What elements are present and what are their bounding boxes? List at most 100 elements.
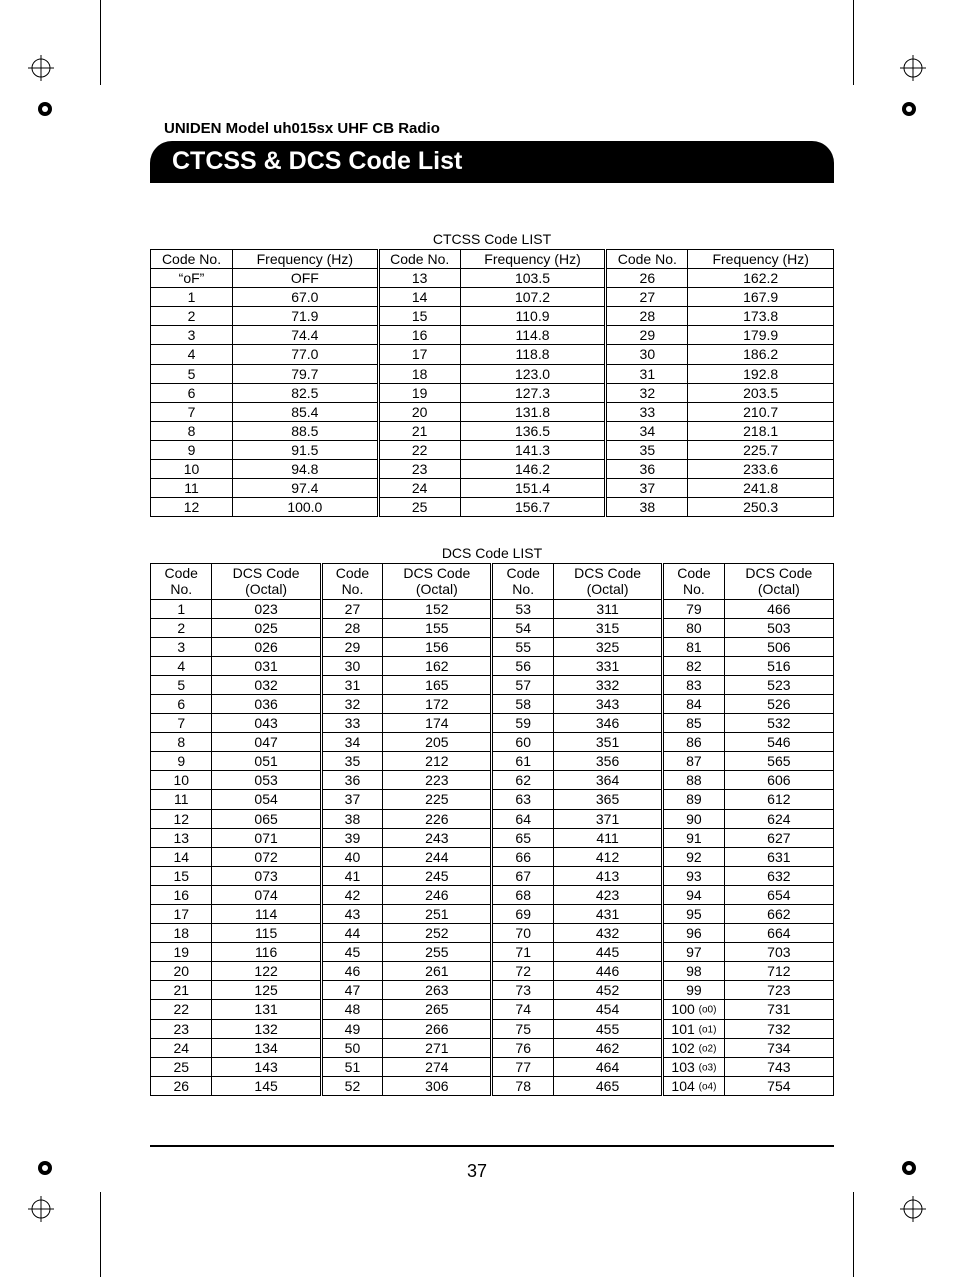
table-cell: 56 <box>492 656 553 675</box>
table-cell: 34 <box>321 733 382 752</box>
table-cell: 26 <box>606 269 688 288</box>
table-cell: 5 <box>151 364 233 383</box>
table-header: CodeNo. <box>151 564 212 599</box>
table-cell: 14 <box>378 288 460 307</box>
regmark-tl <box>36 100 54 118</box>
page-number: 37 <box>0 1161 954 1182</box>
table-cell: 252 <box>383 924 492 943</box>
table-cell: 17 <box>151 905 212 924</box>
table-cell: 114.8 <box>460 326 606 345</box>
table-cell: 306 <box>383 1076 492 1095</box>
table-cell: 24 <box>151 1038 212 1057</box>
table-cell: 25 <box>151 1057 212 1076</box>
table-row: 579.718123.031192.8 <box>151 364 834 383</box>
table-cell: 97 <box>663 943 724 962</box>
table-cell: 79 <box>663 599 724 618</box>
table-cell: 18 <box>151 924 212 943</box>
table-cell: 21 <box>151 981 212 1000</box>
table-cell: 13 <box>151 828 212 847</box>
table-cell: 88 <box>663 771 724 790</box>
table-cell: 84 <box>663 694 724 713</box>
table-cell: 102 (o2) <box>663 1038 724 1057</box>
table-cell: 664 <box>724 924 833 943</box>
table-cell: 503 <box>724 618 833 637</box>
table-cell: 241.8 <box>688 479 834 498</box>
table-cell: 94.8 <box>233 460 379 479</box>
table-cell: 532 <box>724 714 833 733</box>
frame-rule <box>853 0 854 85</box>
table-cell: 274 <box>383 1057 492 1076</box>
table-cell: 631 <box>724 847 833 866</box>
table-cell: 523 <box>724 675 833 694</box>
table-cell: 127.3 <box>460 383 606 402</box>
table-cell: 141.3 <box>460 440 606 459</box>
table-cell: 131 <box>212 1000 321 1019</box>
table-header: CodeNo. <box>663 564 724 599</box>
table-header: DCS Code(Octal) <box>383 564 492 599</box>
table-row: 12100.025156.738250.3 <box>151 498 834 517</box>
table-cell: 654 <box>724 885 833 904</box>
table-row: 477.017118.830186.2 <box>151 345 834 364</box>
table-cell: 72 <box>492 962 553 981</box>
table-cell: 411 <box>553 828 662 847</box>
table-row: 9051352126135687565 <box>151 752 834 771</box>
table-row: 16074422466842394654 <box>151 885 834 904</box>
table-cell: 134 <box>212 1038 321 1057</box>
table-cell: 9 <box>151 752 212 771</box>
table-cell: 31 <box>321 675 382 694</box>
table-cell: 4 <box>151 656 212 675</box>
table-row: 7043331745934685532 <box>151 714 834 733</box>
table-cell: 11 <box>151 479 233 498</box>
table-cell: 364 <box>553 771 662 790</box>
table-row: 271.915110.928173.8 <box>151 307 834 326</box>
table-cell: 1 <box>151 288 233 307</box>
table-cell: 225 <box>383 790 492 809</box>
table-cell: 61 <box>492 752 553 771</box>
table-cell: 3 <box>151 326 233 345</box>
table-row: 6036321725834384526 <box>151 694 834 713</box>
table-cell: 104 (o4) <box>663 1076 724 1095</box>
table-cell: OFF <box>233 269 379 288</box>
table-cell: 28 <box>606 307 688 326</box>
table-cell: 343 <box>553 694 662 713</box>
table-header: CodeNo. <box>321 564 382 599</box>
table-cell: 100.0 <box>233 498 379 517</box>
dcs-table: CodeNo.DCS Code(Octal)CodeNo.DCS Code(Oc… <box>150 563 834 1096</box>
frame-rule <box>100 0 101 85</box>
table-cell: 452 <box>553 981 662 1000</box>
ctcss-table-title: CTCSS Code LIST <box>150 231 834 247</box>
table-cell: 173.8 <box>688 307 834 326</box>
table-row: 21125472637345299723 <box>151 981 834 1000</box>
table-cell: 46 <box>321 962 382 981</box>
table-cell: 20 <box>378 402 460 421</box>
cropmark-tl <box>28 55 54 81</box>
table-cell: 226 <box>383 809 492 828</box>
table-cell: 71.9 <box>233 307 379 326</box>
footer-rule <box>150 1145 834 1147</box>
table-cell: 58 <box>492 694 553 713</box>
table-cell: 036 <box>212 694 321 713</box>
table-cell: 243 <box>383 828 492 847</box>
table-cell: 251 <box>383 905 492 924</box>
table-cell: 165 <box>383 675 492 694</box>
table-cell: 94 <box>663 885 724 904</box>
table-cell: 263 <box>383 981 492 1000</box>
table-cell: 413 <box>553 866 662 885</box>
table-cell: 464 <box>553 1057 662 1076</box>
table-cell: 506 <box>724 637 833 656</box>
table-cell: 103 (o3) <box>663 1057 724 1076</box>
table-cell: 57 <box>492 675 553 694</box>
table-header: CodeNo. <box>492 564 553 599</box>
table-row: 785.420131.833210.7 <box>151 402 834 421</box>
table-cell: 1 <box>151 599 212 618</box>
table-cell: 12 <box>151 809 212 828</box>
table-row: 15073412456741393632 <box>151 866 834 885</box>
table-cell: 2 <box>151 618 212 637</box>
table-cell: 526 <box>724 694 833 713</box>
table-cell: 446 <box>553 962 662 981</box>
table-cell: 662 <box>724 905 833 924</box>
ctcss-table: Code No.Frequency (Hz)Code No.Frequency … <box>150 249 834 517</box>
table-cell: 9 <box>151 440 233 459</box>
table-cell: 33 <box>321 714 382 733</box>
table-cell: 27 <box>321 599 382 618</box>
